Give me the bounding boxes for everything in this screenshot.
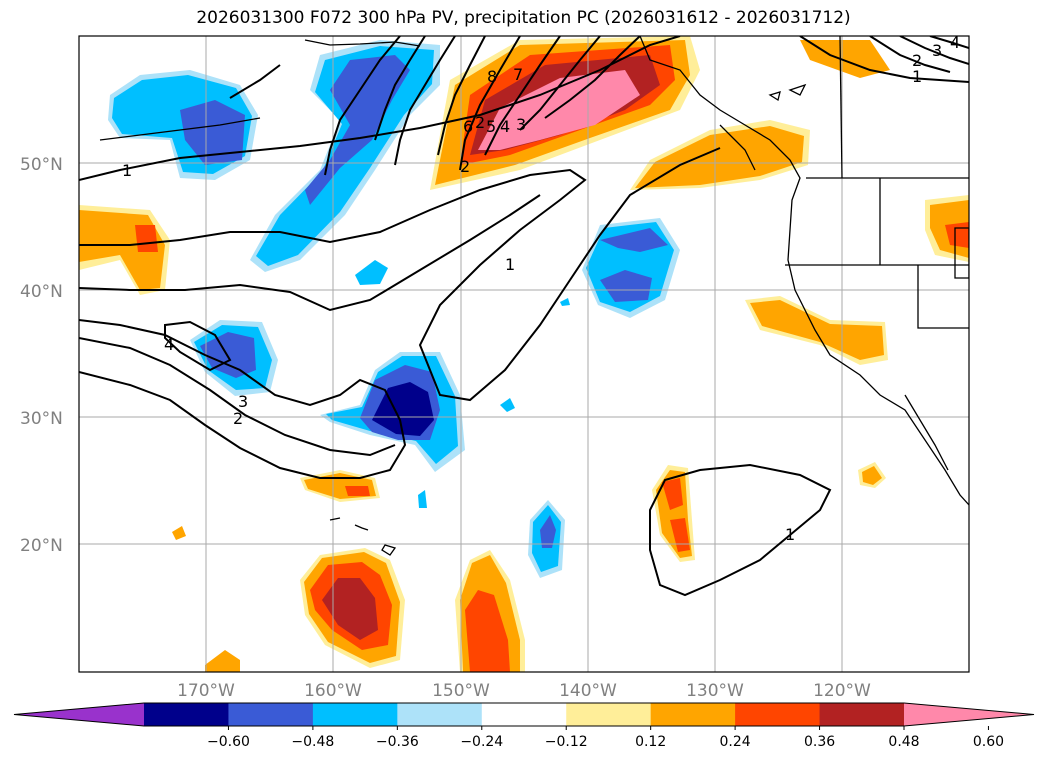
colorbar-tick-label: 0.36 (804, 734, 835, 750)
colorbar-tick-label: 0.12 (635, 734, 666, 750)
colorbar-segment (481, 703, 567, 726)
colorbar-tick-label: 0.24 (720, 734, 751, 750)
pv-contour-label: 4 (500, 117, 510, 136)
pv-contour-label: 5 (486, 117, 496, 136)
pv-contour-label: 1 (122, 161, 132, 180)
pv-contour-label: 3 (932, 41, 942, 60)
colorbar-tick-label: 0.60 (973, 734, 1004, 750)
chart-title: 2026031300 F072 300 hPa PV, precipitatio… (196, 8, 851, 28)
colorbar-extend-low (14, 703, 144, 726)
lon-tick-label: 170°W (177, 681, 235, 701)
pv-contour-label: 2 (475, 113, 485, 132)
pv-contour-label: 7 (513, 65, 523, 84)
colorbar-segment (566, 703, 652, 726)
pv-contour-label: 3 (238, 392, 248, 411)
pv-contour-label: 2 (233, 409, 243, 428)
map-frame (78, 35, 970, 673)
precip-max-pink (478, 70, 640, 150)
pv-contour-label: 2 (912, 51, 922, 70)
lon-tick-label: 140°W (559, 681, 617, 701)
colorbar-segment (397, 703, 483, 726)
colorbar-segment (312, 703, 398, 726)
pv-contour-label: 1 (505, 255, 515, 274)
colorbar: −0.60 −0.48 −0.36 −0.24 −0.12 0.12 0.24 0.36 0.4… (13, 702, 1035, 750)
pv-contour-label: 1 (785, 525, 795, 544)
colorbar-tick-label: −0.36 (376, 734, 419, 750)
pv-contour-label: 6 (463, 117, 473, 136)
lat-axis-labels: 50°N 40°N 30°N 20°N (20, 155, 63, 556)
pv-contour-label: 8 (487, 67, 497, 86)
colorbar-segment (650, 703, 736, 726)
lon-tick-label: 160°W (304, 681, 362, 701)
map-plot-area: 1 1 1 1 2 2 2 2 3 3 3 4 4 4 5 6 7 8 (79, 33, 969, 672)
coastlines (99, 36, 969, 556)
colorbar-tick-label: −0.48 (291, 734, 334, 750)
colorbar-extend-high (904, 703, 1034, 726)
colorbar-tick-label: −0.60 (207, 734, 250, 750)
pv-contour-labels: 1 1 1 1 2 2 2 2 3 3 3 4 4 4 5 6 7 8 (122, 33, 960, 544)
pv-contour-label: 4 (950, 33, 960, 52)
colorbar-tick-label: −0.24 (460, 734, 503, 750)
lon-tick-label: 150°W (432, 681, 490, 701)
lat-tick-label: 30°N (20, 409, 63, 429)
colorbar-tick-label: −0.12 (545, 734, 588, 750)
colorbar-tick-label: 0.48 (888, 734, 919, 750)
colorbar-segment (144, 703, 229, 726)
lon-tick-label: 130°W (686, 681, 744, 701)
pv-contour-label: 2 (460, 157, 470, 176)
colorbar-segment (228, 703, 314, 726)
pv-contour-label: 4 (164, 335, 174, 354)
colorbar-outline (13, 702, 1035, 727)
pv-contours (79, 36, 969, 597)
graticule (79, 36, 969, 672)
lat-tick-label: 40°N (20, 282, 63, 302)
pv-contour-label: 3 (516, 115, 526, 134)
colorbar-segment (735, 703, 821, 726)
lon-axis-labels: 170°W 160°W 150°W 140°W 130°W 120°W (177, 681, 871, 701)
colorbar-segment (819, 703, 905, 726)
lat-tick-label: 20°N (20, 536, 63, 556)
lon-tick-label: 120°W (813, 681, 871, 701)
pv-contour-label: 1 (912, 67, 922, 86)
lat-tick-label: 50°N (20, 155, 63, 175)
